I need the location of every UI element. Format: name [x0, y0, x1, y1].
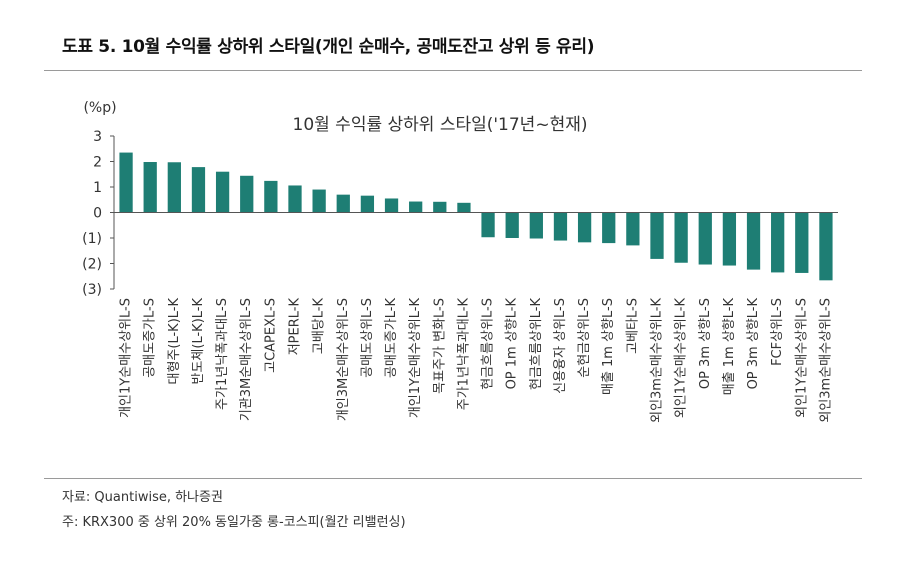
- bar-chart: 10월 수익률 상하위 스타일('17년~현재) (%p) 3 2 1 0 (1) (2)…: [82, 100, 838, 423]
- bottom-divider: [44, 478, 862, 479]
- bar: [457, 202, 471, 213]
- bar: [384, 198, 399, 213]
- x-tick-label: 개인3M순매수상위L-S: [336, 298, 351, 421]
- x-tick-label: 주가1년낙폭과대L-S: [215, 298, 230, 410]
- x-tick-label: 고배당L-K: [312, 298, 327, 355]
- bar: [433, 201, 447, 213]
- x-tick-label: 현금흐름상위L-S: [481, 298, 496, 390]
- x-tick-label: 고CAPEXL-S: [263, 298, 278, 373]
- bar: [481, 212, 495, 238]
- bar: [240, 175, 254, 213]
- bar: [312, 189, 326, 213]
- x-tick-label: 저PERL-K: [288, 298, 303, 356]
- x-tick-label: 외인1Y순매수상위L-S: [794, 298, 809, 418]
- x-tick-label: 목표주가 변화L-S: [432, 298, 447, 394]
- source-note: 자료: Quantiwise, 하나증권: [62, 490, 223, 505]
- x-tick-label: OP 3m 상향L-S: [698, 298, 713, 389]
- bar: [577, 212, 592, 243]
- y-axis-unit-label: (%p): [83, 100, 116, 116]
- y-tick-label: 3: [93, 129, 102, 145]
- footnote: 주: KRX300 중 상위 20% 동일가중 롱-코스피(월간 리밸런싱): [62, 515, 406, 530]
- bar: [650, 212, 664, 259]
- bar: [795, 212, 809, 273]
- x-tick-label: OP 3m 상향L-K: [746, 298, 761, 390]
- bar: [505, 212, 519, 238]
- x-tick-label: 매출 1m 상향L-S: [601, 298, 616, 395]
- bar: [264, 180, 278, 213]
- bar: [215, 171, 230, 213]
- y-axis: 3 2 1 0 (1) (2) (3): [82, 129, 115, 298]
- x-tick-label: OP 1m 상향L-K: [505, 298, 520, 390]
- x-tick-label: 공매도증가L-K: [384, 298, 399, 379]
- x-tick-label: 외인3m순매수상위L-S: [818, 298, 833, 423]
- y-tick-label: 2: [93, 155, 102, 171]
- x-tick-label: 개인1Y순매수상위L-S: [119, 298, 134, 418]
- bar: [336, 194, 350, 213]
- x-tick-label: 대형주(L-K)L-K: [167, 298, 182, 385]
- x-tick-label: 고베타L-S: [625, 298, 640, 354]
- bar: [602, 212, 616, 244]
- x-tick-label: 외인1Y순매수상위L-K: [674, 298, 689, 419]
- x-tick-label: 기관3M순매수상위L-S: [239, 298, 254, 421]
- bar: [409, 201, 423, 213]
- x-tick-label: 반도체(L-K)L-K: [191, 298, 206, 385]
- bar: [626, 212, 640, 246]
- chart-title: 10월 수익률 상하위 스타일('17년~현재): [293, 115, 588, 135]
- bar-series: [119, 152, 833, 281]
- x-tick-label: FCF상위L-S: [770, 298, 785, 366]
- y-tick-label: (1): [82, 231, 102, 247]
- x-tick-label: 순현금상위L-S: [577, 298, 592, 378]
- y-tick-label: (2): [82, 257, 102, 273]
- bar: [746, 212, 761, 270]
- bar: [722, 212, 737, 266]
- y-tick-label: 1: [93, 180, 102, 196]
- bar: [288, 185, 302, 213]
- bar: [771, 212, 785, 273]
- bar: [819, 212, 833, 281]
- x-tick-label: 매출 1m 상향L-K: [722, 298, 737, 396]
- y-tick-label: (3): [82, 282, 102, 298]
- bar: [553, 212, 568, 241]
- bar: [191, 167, 206, 213]
- y-tick-label: 0: [93, 206, 102, 222]
- x-tick-label: 공매도상위L-S: [360, 298, 375, 378]
- figure-title: 도표 5. 10월 수익률 상하위 스타일(개인 순매수, 공매도잔고 상위 등…: [62, 37, 595, 57]
- bar: [143, 162, 157, 213]
- bar: [360, 195, 375, 213]
- x-tick-label: 현금흐름상위L-K: [529, 298, 544, 390]
- bar: [167, 162, 181, 213]
- bar: [698, 212, 712, 265]
- bar: [119, 152, 133, 213]
- top-divider: [44, 70, 862, 71]
- x-tick-label: 주가1년낙폭과대L-K: [456, 298, 471, 411]
- x-tick-labels: 개인1Y순매수상위L-S 공매도증가L-S 대형주(L-K)L-K 반도체(L-K)L…: [119, 298, 834, 423]
- x-tick-label: 개인1Y순매수상위L-K: [408, 298, 423, 419]
- x-tick-label: 외인3m순매수상위L-K: [650, 298, 665, 423]
- bar: [529, 212, 543, 239]
- x-tick-label: 신용융자 상위L-S: [553, 298, 568, 394]
- bar: [674, 212, 688, 263]
- x-tick-label: 공매도증가L-S: [143, 298, 158, 378]
